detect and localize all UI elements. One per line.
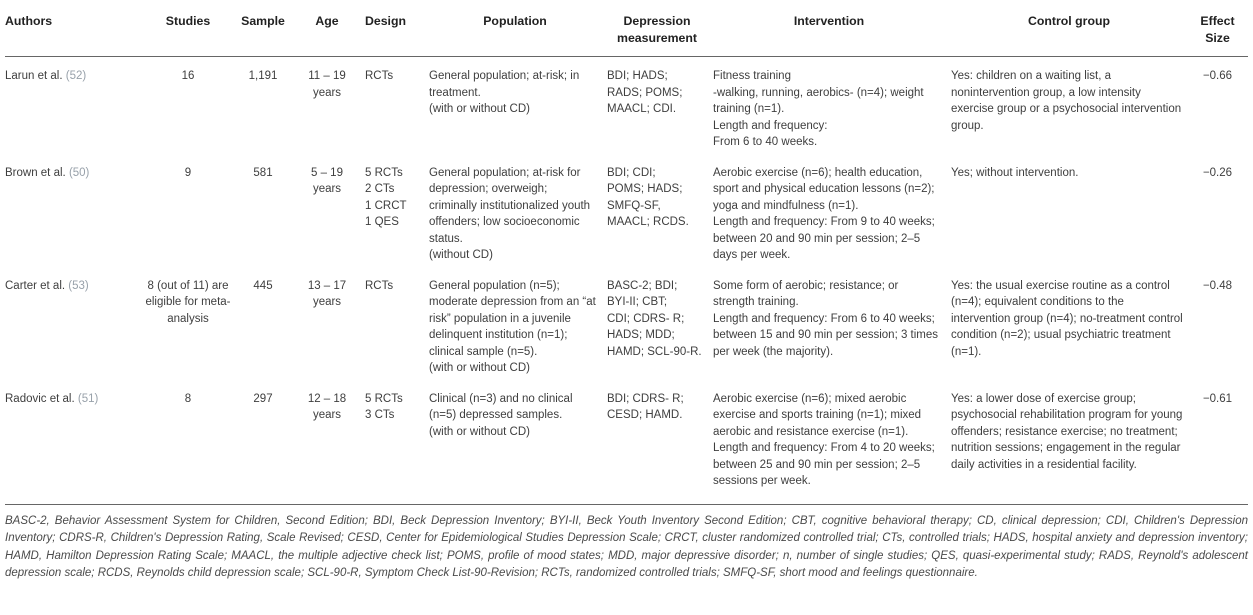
cell-depression: BDI; HADS; RADS; POMS; MAACL; CDI. [607,70,683,115]
cell-population: Clinical (n=3) and no clinical (n=5) dep… [429,392,573,438]
table-row: Brown et al. (50) 9 581 5 – 19 years 5 R… [5,165,1248,264]
table-header-row: Authors Studies Sample Age Design Popula… [5,0,1248,56]
column-header-studies: Studies [165,14,211,28]
header-separator-line [5,56,1248,57]
cell-effect: −0.26 [1202,166,1233,179]
cell-depression: BDI; CDI; POMS; HADS; SMFQ-SF, MAACL; RC… [607,166,689,229]
author-name: Brown et al. [5,166,66,179]
column-header-sample: Sample [241,14,285,28]
cell-design: RCTs [365,70,394,82]
cell-sample: 445 [253,279,273,292]
cell-control: Yes: a lower dose of exercise group; psy… [951,392,1183,471]
cell-age: 5 – 19 years [311,166,343,196]
citation-link[interactable]: (53) [68,279,89,292]
cell-sample: 1,191 [248,70,278,82]
column-header-intervention: Intervention [793,14,865,28]
cell-design: 5 RCTs 2 CTs 1 CRCT 1 QES [365,166,407,229]
cell-effect: −0.66 [1202,70,1233,82]
cell-intervention: Some form of aerobic; resistance; or str… [713,279,939,358]
table-row: Larun et al. (52) 16 1,191 11 – 19 years… [5,68,1248,151]
column-header-depression: Depression measurement [617,14,697,45]
cell-studies: 9 [184,166,192,179]
cell-authors: Larun et al. (52) [5,68,145,85]
column-header-authors: Authors [5,14,53,28]
citation-link[interactable]: (52) [65,70,87,82]
cell-depression: BASC-2; BDI; BYI-II; CBT; CDI; CDRS- R; … [607,279,702,358]
cell-studies: 16 [181,70,195,82]
column-header-effect: Effect Size [1200,14,1235,45]
review-table: Authors Studies Sample Age Design Popula… [5,0,1248,583]
cell-depression: BDI; CDRS- R; CESD; HAMD. [607,392,684,422]
cell-authors: Brown et al. (50) [5,165,145,182]
citation-link[interactable]: (51) [77,392,99,405]
cell-intervention: Fitness training -walking, running, aero… [713,70,924,148]
cell-studies: 8 [184,392,192,405]
column-header-age: Age [315,14,339,28]
cell-design: 5 RCTs 3 CTs [365,392,403,422]
table-row: Carter et al. (53) 8 (out of 11) are eli… [5,278,1248,377]
cell-population: General population; at-risk; in treatmen… [429,70,580,115]
cell-intervention: Aerobic exercise (n=6); health education… [713,166,935,262]
cell-design: RCTs [365,279,394,292]
cell-control: Yes: children on a waiting list, a nonin… [951,70,1182,132]
column-header-population: Population [483,14,547,28]
abbreviations-footnote: BASC-2, Behavior Assessment System for C… [5,503,1248,583]
author-name: Carter et al. [5,279,66,292]
table-row: Radovic et al. (51) 8 297 12 – 18 years … [5,391,1248,490]
cell-effect: −0.61 [1202,392,1233,405]
cell-sample: 297 [253,392,273,405]
author-name: Radovic et al. [5,392,75,405]
column-header-design: Design [365,14,406,28]
cell-authors: Carter et al. (53) [5,278,145,295]
author-name: Larun et al. [5,70,63,82]
cell-sample: 581 [253,166,273,179]
cell-age: 13 – 17 years [307,279,347,309]
cell-age: 11 – 19 years [308,70,346,99]
citation-link[interactable]: (50) [68,166,90,179]
cell-age: 12 – 18 years [307,392,347,422]
cell-studies: 8 (out of 11) are eligible for meta-anal… [145,279,231,325]
cell-intervention: Aerobic exercise (n=6); mixed aerobic ex… [713,392,935,488]
cell-population: General population; at-risk for depressi… [429,166,591,262]
column-header-control: Control group [1028,14,1110,28]
cell-authors: Radovic et al. (51) [5,391,145,408]
cell-control: Yes; without intervention. [951,166,1079,179]
cell-effect: −0.48 [1202,279,1233,292]
cell-population: General population (n=5); moderate depre… [429,279,596,375]
cell-control: Yes: the usual exercise routine as a con… [951,279,1183,358]
